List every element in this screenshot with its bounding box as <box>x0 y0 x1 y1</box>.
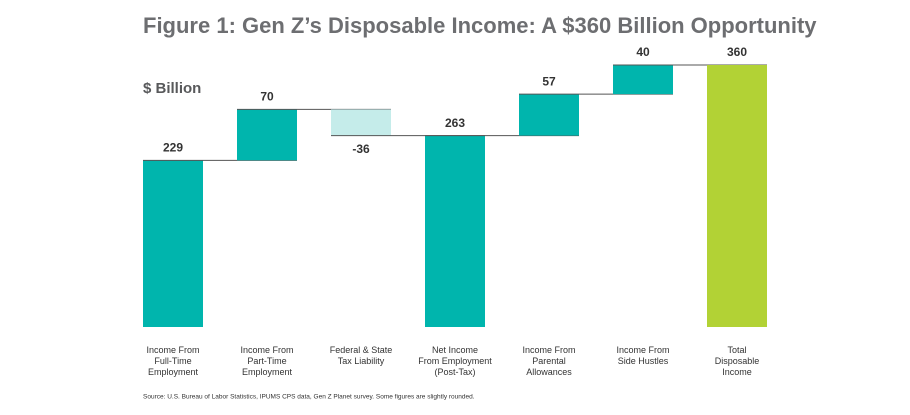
bar <box>707 65 767 327</box>
value-label: -36 <box>352 142 370 156</box>
value-label: 57 <box>542 74 556 88</box>
x-tick-label: Federal & State Tax Liability <box>329 345 393 366</box>
y-label: $ Billion <box>143 80 201 97</box>
bar <box>613 65 673 95</box>
x-tick-label: Income From Side Hustles <box>616 345 670 366</box>
value-label: 360 <box>727 45 747 59</box>
chart-title: Figure 1: Gen Z’s Disposable Income: A $… <box>143 13 817 38</box>
bar <box>331 109 391 136</box>
x-tick-label: Income From Part-Time Employment <box>240 345 294 377</box>
bar <box>143 160 203 327</box>
value-label: 70 <box>260 90 274 104</box>
value-label: 263 <box>445 116 465 130</box>
x-tick-label: Income From Full-Time Employment <box>146 345 200 377</box>
source: Source: U.S. Bureau of Labor Statistics,… <box>143 394 475 401</box>
bar <box>519 94 579 136</box>
x-tick-label: Net Income From Employment (Post-Tax) <box>418 345 492 377</box>
bar <box>425 135 485 327</box>
value-label: 229 <box>163 141 183 155</box>
x-tick-label: Income From Parental Allowances <box>522 345 576 377</box>
x-tick-label: Total Disposable Income <box>714 345 760 377</box>
value-label: 40 <box>636 45 650 59</box>
bar <box>237 109 297 161</box>
